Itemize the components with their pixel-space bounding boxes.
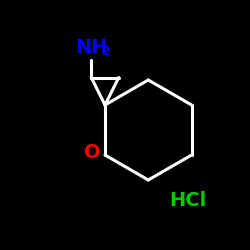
Text: HCl: HCl xyxy=(169,190,206,210)
Text: O: O xyxy=(84,143,101,162)
Text: NH: NH xyxy=(75,38,108,57)
Text: 2: 2 xyxy=(102,45,111,58)
